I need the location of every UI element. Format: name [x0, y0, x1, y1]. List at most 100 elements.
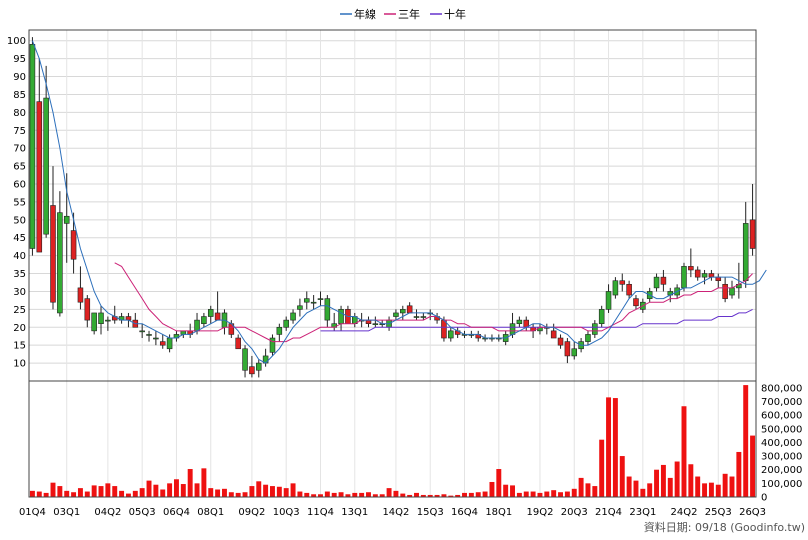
x-tick-label: 19Q2 — [526, 507, 553, 518]
candles — [29, 37, 756, 378]
candle-body — [290, 312, 296, 321]
volume-bar — [715, 484, 721, 497]
candle-body — [57, 212, 63, 314]
x-tick-label: 14Q2 — [382, 507, 409, 518]
volume-bar — [537, 492, 543, 497]
ma-10year-line — [320, 308, 753, 332]
volume-bar — [91, 485, 97, 497]
volume-bar — [242, 492, 248, 497]
price-tick-label: 25 — [13, 305, 26, 316]
candle-body — [297, 305, 303, 310]
volume-bar — [215, 489, 221, 497]
volume-bar — [331, 492, 337, 497]
volume-bar — [263, 484, 269, 497]
volume-bar — [270, 486, 275, 497]
volume-bar — [510, 485, 515, 497]
volume-bar — [434, 494, 440, 497]
volume-bar — [256, 481, 262, 497]
volume-bar — [221, 488, 227, 497]
volume-bar — [571, 488, 577, 497]
volume-bar — [750, 435, 756, 497]
volume-bar — [173, 479, 179, 497]
volume-bar — [167, 483, 173, 497]
volume-bar — [352, 492, 358, 497]
volume-bar — [585, 483, 591, 497]
price-tick-label: 40 — [13, 251, 26, 262]
volume-bar — [626, 476, 632, 497]
volume-bar — [448, 495, 454, 497]
volume-bar — [489, 481, 495, 497]
candle-body — [406, 305, 413, 314]
volume-bar — [441, 494, 447, 497]
price-tick-label: 45 — [13, 233, 26, 244]
legend-3year-label: 三年 — [398, 7, 420, 21]
volume-bar — [558, 492, 564, 497]
candle-body — [722, 283, 728, 299]
volume-bar — [235, 492, 241, 497]
volume-bar — [366, 492, 371, 497]
candle-body — [715, 276, 722, 282]
volume-bar — [722, 473, 728, 497]
candle-body — [441, 319, 447, 339]
volume-bar — [455, 494, 461, 497]
candle-body — [276, 326, 283, 335]
chart-legend: 年線 三年 十年 — [340, 7, 466, 21]
volume-bar — [743, 385, 749, 497]
volume-bar — [647, 483, 653, 497]
candle-body — [612, 280, 619, 296]
volume-tick-label: 300,000 — [761, 452, 802, 463]
candle-body — [63, 215, 70, 224]
volume-bar — [84, 491, 90, 497]
candle-body — [749, 219, 756, 249]
volume-bar — [702, 483, 708, 497]
volume-bar — [119, 490, 125, 497]
volume-bar — [304, 492, 310, 497]
volume-bar — [276, 486, 282, 497]
candle-body — [269, 337, 276, 353]
price-tick-label: 15 — [13, 341, 26, 352]
price-tick-label: 30 — [13, 287, 26, 298]
volume-tick-label: 100,000 — [761, 479, 802, 490]
volume-bar — [318, 494, 323, 497]
volume-tick-label: 400,000 — [761, 438, 802, 449]
candle-body — [592, 323, 598, 335]
candle-body — [688, 266, 694, 271]
volume-bar — [681, 406, 687, 497]
volume-bar — [372, 494, 378, 497]
candle-body — [393, 312, 399, 317]
volume-bar — [345, 494, 351, 497]
volume-bar — [688, 464, 694, 497]
volume-bar — [564, 491, 570, 497]
plot-frame — [28, 29, 757, 498]
moving-average-lines — [31, 40, 767, 364]
volume-bar — [290, 483, 296, 497]
candle-body — [283, 319, 289, 328]
candle-body — [400, 309, 406, 314]
candle-body — [139, 330, 145, 333]
volume-bar — [468, 492, 474, 497]
x-tick-label: 09Q2 — [238, 507, 265, 518]
x-tick-label: 05Q3 — [129, 507, 156, 518]
volume-bar — [139, 488, 145, 497]
volume-bar — [146, 480, 152, 497]
x-tick-label: 08Q1 — [197, 507, 224, 518]
candle-body — [98, 312, 104, 324]
candle-body — [36, 101, 43, 253]
volume-bar — [516, 492, 522, 497]
volume-bar — [523, 491, 529, 497]
volume-bar — [462, 492, 467, 497]
x-tick-label: 16Q4 — [451, 507, 478, 518]
x-tick-label: 15Q3 — [417, 507, 444, 518]
volume-bar — [160, 489, 166, 497]
volume-bar — [324, 491, 330, 497]
candle-body — [29, 44, 36, 249]
x-tick-label: 21Q4 — [595, 507, 622, 518]
candle-body — [50, 205, 56, 303]
price-tick-label: 55 — [13, 197, 26, 208]
candle-body — [77, 287, 84, 303]
volume-bar — [674, 461, 680, 497]
volume-bar — [496, 469, 502, 497]
volume-bar — [400, 493, 406, 497]
x-tick-label: 13Q1 — [341, 507, 368, 518]
